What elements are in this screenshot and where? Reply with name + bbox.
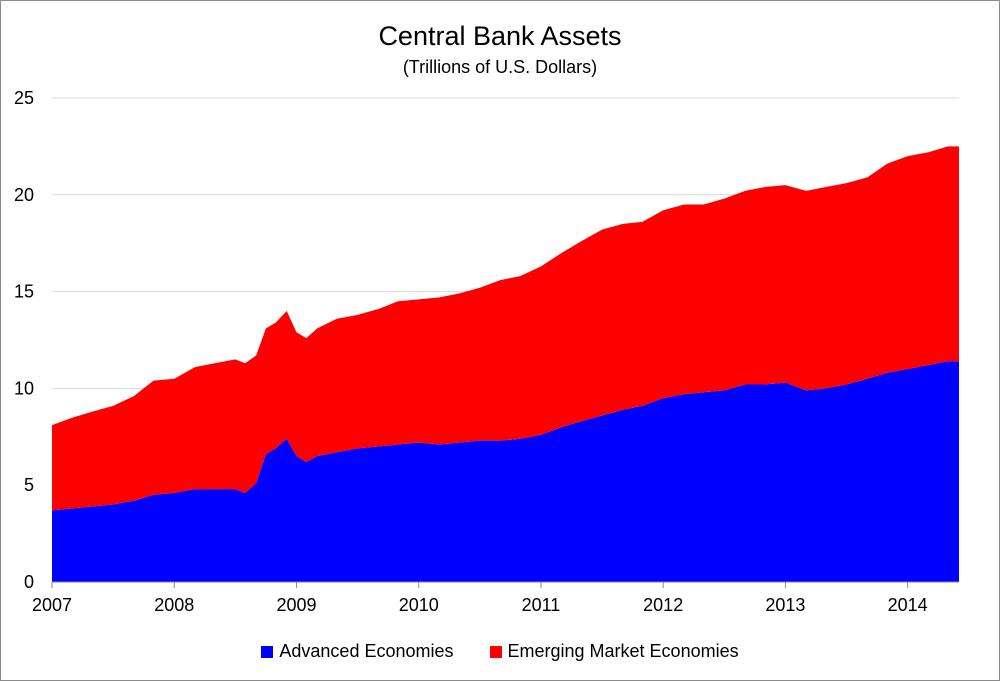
legend-label-advanced: Advanced Economies [279,641,454,661]
x-tick-label-2007: 2007 [32,595,72,615]
x-tick-label-2014: 2014 [888,595,928,615]
y-tick-label-15: 15 [14,282,34,302]
x-tick-label-2012: 2012 [643,595,683,615]
chart-legend: Advanced Economies Emerging Market Econo… [1,641,999,662]
legend-label-emerging: Emerging Market Economies [507,641,739,661]
y-tick-label-25: 25 [14,88,34,108]
area-series-emerging-market-economies [52,146,959,511]
x-tick-label-2013: 2013 [765,595,805,615]
legend-item-advanced: Advanced Economies [261,641,454,662]
y-tick-label-20: 20 [14,185,34,205]
area-series-advanced-economies [52,361,959,582]
x-tick-label-2011: 2011 [522,595,561,615]
y-tick-label-0: 0 [24,572,34,592]
x-tick-label-2008: 2008 [154,595,194,615]
chart-subtitle: (Trillions of U.S. Dollars) [402,57,598,77]
x-tick-label-2010: 2010 [399,595,439,615]
x-tick-label-2009: 2009 [276,595,316,615]
chart-title: Central Bank Assets [378,21,622,51]
y-tick-label-5: 5 [24,475,34,495]
legend-swatch-advanced [261,645,274,658]
legend-item-emerging: Emerging Market Economies [489,641,739,662]
legend-swatch-emerging [489,645,502,658]
y-tick-label-10: 10 [14,378,34,398]
